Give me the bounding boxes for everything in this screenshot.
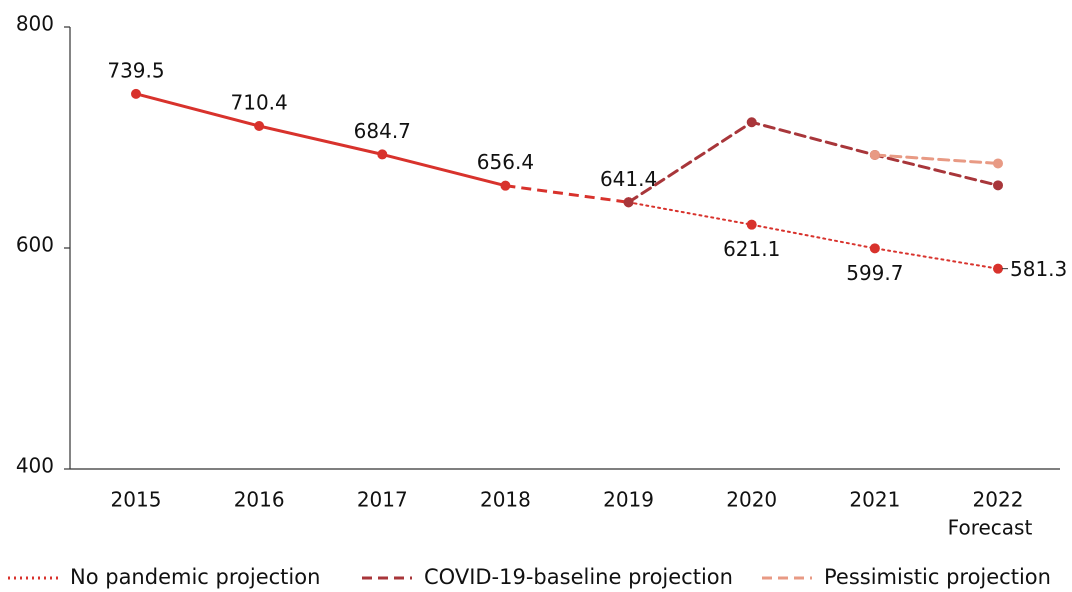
series-line [627,201,999,270]
data-label: 710.4 [231,91,288,115]
x-tick-label: 2015 [111,488,162,512]
point [746,117,757,128]
forecast-label: Forecast [948,516,1033,540]
data-label: 641.4 [600,167,657,191]
x-tick-label: 2018 [480,488,531,512]
data-label: 581.3 [1010,257,1067,281]
point [993,158,1003,169]
point [500,180,511,191]
point [746,219,757,230]
point [131,88,141,99]
data-label: 621.1 [723,237,780,261]
y-tick-label: 800 [16,12,54,36]
y-tick-label: 600 [16,233,54,257]
point [993,263,1003,274]
series-line [873,153,1000,165]
point [377,149,388,160]
legend-label: Pessimistic projection [824,565,1051,589]
x-tick-label: 2017 [357,488,408,512]
x-tick-label: 2016 [234,488,285,512]
data-label: 684.7 [354,119,411,143]
series-line [627,120,1000,204]
data-label: 739.5 [107,58,164,82]
legend-label: COVID-19-baseline projection [424,565,733,589]
x-tick-label: 2020 [726,488,777,512]
data-label: 656.4 [477,150,534,174]
x-tick-label: 2019 [603,488,654,512]
point [623,197,634,208]
point [869,149,880,160]
point [993,180,1003,191]
data-label: 599.7 [846,261,903,285]
x-tick-label: 2021 [849,488,900,512]
x-tick-label: 2022 [973,488,1024,512]
line-segment [258,124,383,156]
y-tick-label: 400 [16,454,54,478]
line-segment [135,92,260,128]
legend-label: No pandemic projection [70,565,320,589]
point [869,243,880,254]
point [254,121,265,132]
line-segment [505,184,629,204]
line-segment [381,152,506,188]
